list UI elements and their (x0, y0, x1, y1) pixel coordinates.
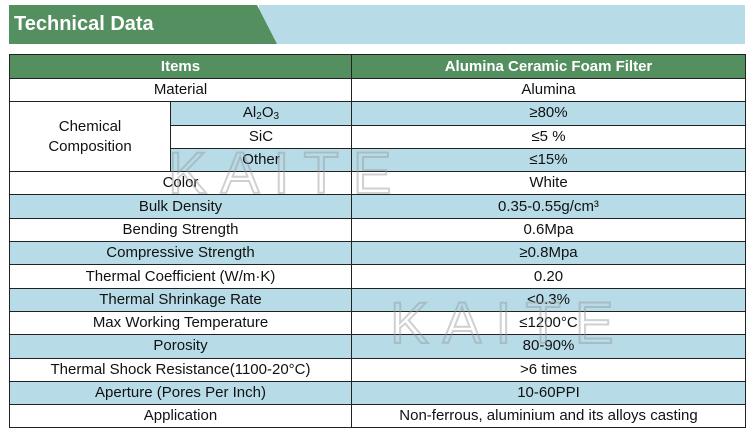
table-row: Thermal Coefficient (W/m·K) 0.20 (9, 264, 746, 289)
row-label: Color (9, 171, 352, 196)
row-value: 0.35-0.55g/cm³ (351, 194, 746, 219)
table-row: SiC ≤5 % (10, 124, 746, 149)
chemical-composition-label: Chemical Composition (9, 101, 171, 173)
row-label: Bulk Density (9, 194, 352, 219)
row-label: Thermal Coefficient (W/m·K) (9, 264, 352, 289)
table-row: Material Alumina (9, 77, 746, 103)
banner-blue-band (259, 5, 745, 44)
row-value: 0.20 (351, 264, 746, 289)
row-value: Non-ferrous, aluminium and its alloys ca… (351, 404, 746, 429)
row-value: ≥0.8Mpa (351, 241, 746, 266)
row-label: Compressive Strength (9, 241, 352, 266)
row-label: Aperture (Pores Per Inch) (9, 380, 352, 406)
row-value: 10-60PPI (351, 380, 746, 406)
table-row: Max Working Temperature ≤1200°C (9, 310, 746, 336)
row-label: Material (9, 77, 352, 103)
chemical-label-text: Chemical Composition (48, 117, 132, 155)
row-value: 80-90% (351, 334, 746, 359)
row-label: Thermal Shrinkage Rate (9, 287, 352, 312)
row-label: Thermal Shock Resistance(1100-20°C) (9, 357, 352, 382)
row-value: <0.3% (351, 287, 746, 312)
row-label: Application (9, 404, 352, 429)
row-label: Porosity (9, 334, 352, 359)
header-product: Alumina Ceramic Foam Filter (351, 54, 746, 79)
page-title: Technical Data (14, 13, 154, 35)
sub-label: Other (170, 147, 352, 173)
table-row: Bulk Density 0.35-0.55g/cm³ (9, 194, 746, 219)
row-value: ≤1200°C (351, 310, 746, 336)
table-row: Aperture (Pores Per Inch) 10-60PPI (9, 380, 746, 406)
table-header: Items Alumina Ceramic Foam Filter (9, 54, 746, 79)
row-value: ≤5 % (351, 124, 746, 149)
table-row: Application Non-ferrous, aluminium and it… (9, 404, 746, 429)
table-row: Chemical Composition Al2O3 ≥80% (9, 101, 746, 173)
banner-green-band (9, 5, 277, 44)
sub-label: SiC (170, 124, 352, 149)
row-value: >6 times (351, 357, 746, 382)
table-row: Thermal Shock Resistance(1100-20°C) >6 ti… (9, 357, 746, 382)
row-value: 0.6Mpa (351, 217, 746, 243)
table-row: Thermal Shrinkage Rate <0.3% (9, 287, 746, 312)
technical-data-table: Items Alumina Ceramic Foam Filter Materi… (9, 54, 746, 429)
row-value: ≥80% (351, 101, 746, 126)
table-row: Color White (9, 171, 746, 196)
row-label: Max Working Temperature (9, 310, 352, 336)
row-value: Alumina (351, 77, 746, 103)
row-label: Bending Strength (9, 217, 352, 243)
table-row: Porosity 80-90% (9, 334, 746, 359)
row-value: White (351, 171, 746, 196)
sub-label: Al2O3 (170, 101, 352, 126)
row-value: ≤15% (351, 147, 746, 173)
header-items: Items (9, 54, 352, 79)
table-row: Bending Strength 0.6Mpa (9, 217, 746, 243)
table-row: Compressive Strength ≥0.8Mpa (9, 241, 746, 266)
title-banner: Technical Data (9, 5, 745, 44)
